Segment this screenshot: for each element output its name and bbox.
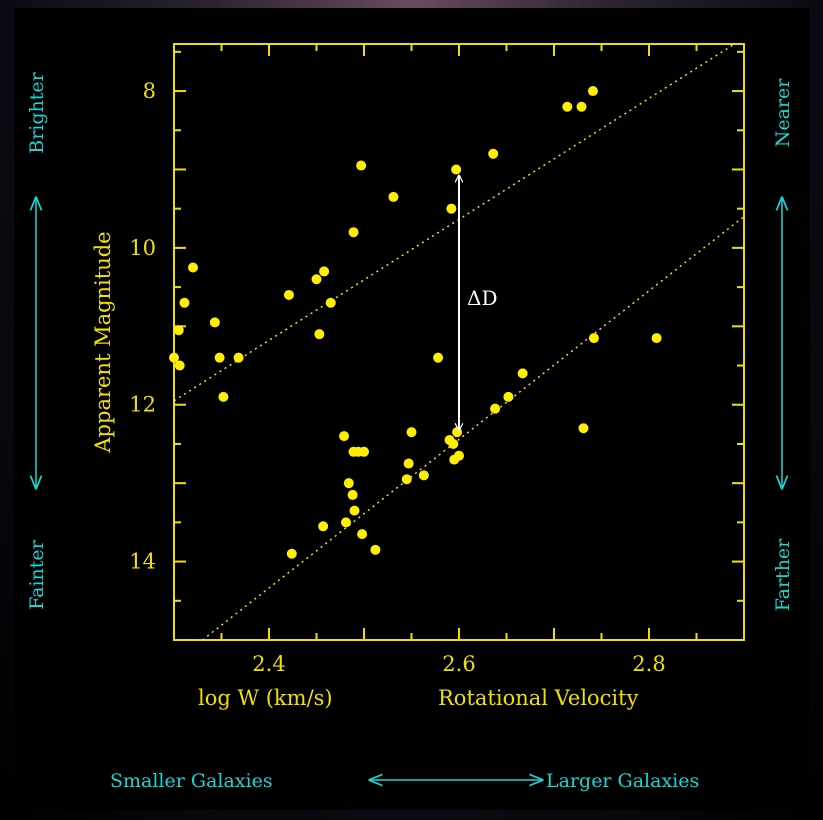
data-point	[418, 470, 429, 481]
data-point	[318, 521, 329, 532]
data-point	[343, 478, 354, 489]
data-point	[403, 458, 414, 469]
data-point	[651, 333, 662, 344]
x-tick-labels: 2.4 2.6 2.8	[252, 652, 665, 676]
data-point	[214, 352, 225, 363]
x-tick-label: 2.4	[252, 652, 285, 676]
data-point	[490, 403, 501, 414]
data-point	[406, 427, 417, 438]
data-point	[449, 454, 460, 465]
data-point	[179, 297, 190, 308]
data-point	[357, 529, 368, 540]
data-point	[401, 474, 412, 485]
x-axis-title: log W (km/s)	[198, 686, 333, 710]
y-tick-labels: 8 10 12 14	[129, 79, 156, 574]
data-point	[503, 391, 514, 402]
data-point	[488, 148, 499, 159]
larger-galaxies-label: Larger Galaxies	[546, 770, 699, 792]
data-point	[348, 446, 359, 457]
data-point	[286, 548, 297, 559]
axis-ticks	[173, 44, 745, 641]
data-point	[173, 325, 184, 336]
data-point	[370, 544, 381, 555]
x-tick-label: 2.6	[442, 652, 475, 676]
data-point	[347, 489, 358, 500]
chart-panel: 2.4 2.6 2.8 8 10 12 14 ΔD Apparent Magnitude …	[14, 8, 810, 810]
nearer-label: Nearer	[772, 78, 794, 148]
y-tick-label: 10	[129, 236, 156, 260]
y-tick-label: 8	[143, 79, 156, 103]
data-point	[588, 333, 599, 344]
data-point	[339, 431, 350, 442]
data-point	[209, 317, 220, 328]
data-point	[587, 86, 598, 97]
data-point	[452, 427, 463, 438]
delta-d-label: ΔD	[467, 286, 497, 310]
data-point	[349, 505, 360, 516]
data-point	[451, 164, 462, 175]
data-point	[188, 262, 198, 273]
data-point	[359, 446, 369, 457]
y-tick-label: 12	[129, 393, 156, 417]
data-point	[562, 101, 573, 112]
data-point	[314, 329, 325, 340]
fit-lines	[173, 43, 745, 641]
data-point	[433, 352, 444, 363]
data-point	[388, 191, 399, 202]
fit-line	[202, 215, 745, 641]
data-point	[348, 227, 359, 238]
data-point	[311, 274, 322, 285]
data-point	[233, 352, 244, 363]
y-tick-label: 14	[129, 550, 156, 574]
data-point	[446, 203, 457, 214]
brighter-label: Brighter	[26, 71, 48, 153]
x-axis-subtitle: Rotational Velocity	[438, 686, 639, 710]
data-point	[356, 160, 367, 171]
data-point	[517, 368, 528, 379]
data-point	[325, 297, 336, 308]
data-point	[283, 289, 294, 300]
data-point	[218, 391, 229, 402]
data-point	[578, 423, 589, 434]
smaller-galaxies-label: Smaller Galaxies	[110, 770, 273, 792]
data-point	[340, 517, 351, 528]
data-point	[319, 266, 330, 277]
data-point	[169, 352, 179, 363]
data-point	[444, 435, 455, 446]
data-point	[576, 101, 587, 112]
data-point	[174, 360, 185, 371]
farther-label: Farther	[772, 538, 794, 611]
data-points	[169, 86, 662, 559]
y-axis-title: Apparent Magnitude	[91, 231, 115, 453]
x-tick-label: 2.8	[632, 652, 665, 676]
fit-line	[173, 43, 735, 402]
fainter-label: Fainter	[26, 539, 48, 609]
